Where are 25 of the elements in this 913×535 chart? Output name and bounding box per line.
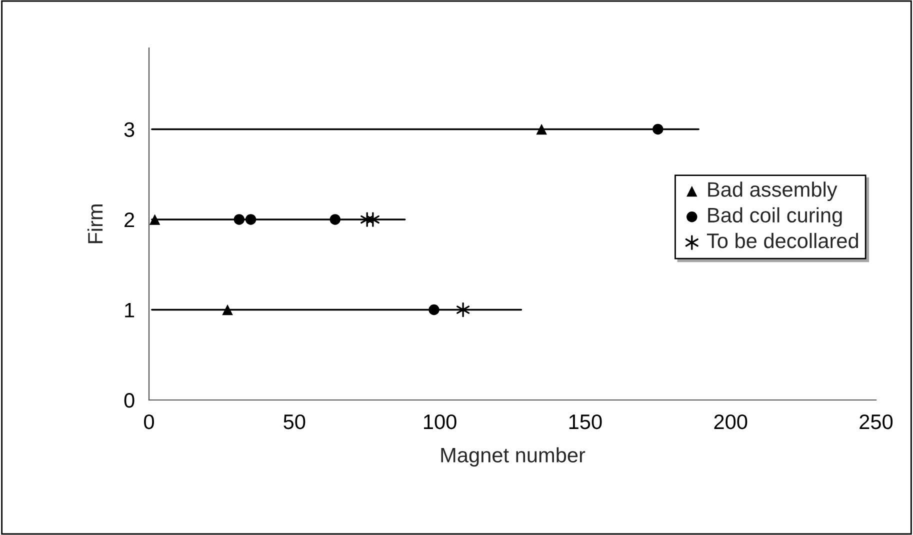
x-tick-label: 150 xyxy=(569,414,602,430)
legend-label: Bad assembly xyxy=(708,182,838,201)
point xyxy=(149,214,160,225)
point xyxy=(234,214,245,225)
point xyxy=(245,214,256,225)
y-axis-title: Firm xyxy=(87,204,103,244)
x-tick-label: 0 xyxy=(144,414,154,430)
y-tick-label: 0 xyxy=(124,393,134,408)
point xyxy=(456,302,470,318)
x-tick-label: 250 xyxy=(860,414,893,430)
x-tick-label: 200 xyxy=(714,414,748,430)
point xyxy=(366,212,380,227)
y-tick-label: 3 xyxy=(124,122,134,137)
x-axis-title: Magnet number xyxy=(441,447,586,467)
y-tick-label: 1 xyxy=(125,302,134,318)
point xyxy=(222,304,233,316)
y-tick-label: 2 xyxy=(124,212,134,228)
point xyxy=(428,304,440,316)
x-tick-label: 50 xyxy=(284,414,306,430)
legend-label: To be decollared xyxy=(706,232,858,248)
x-tick-label: 100 xyxy=(424,414,456,430)
legend-label: Bad coil curing xyxy=(708,207,842,227)
point xyxy=(652,124,664,135)
point xyxy=(330,214,340,225)
point xyxy=(536,124,547,135)
